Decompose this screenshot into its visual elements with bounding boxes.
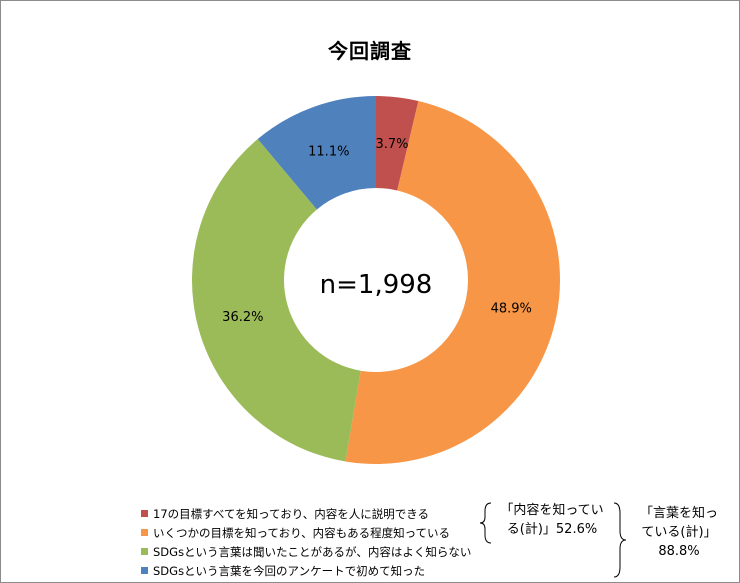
annotation-line: 88.8% — [658, 544, 700, 559]
donut-slice-3 — [257, 96, 376, 210]
data-label-1: 48.9% — [491, 301, 532, 316]
legend-item-some-knowledge: いくつかの目標を知っており、内容もある程度知っている — [141, 523, 471, 542]
annotation-word-known: 「言葉を知っ ている(計)」 88.8% — [627, 504, 731, 561]
legend-swatch — [141, 510, 148, 517]
annotation-line: ている(計)」 — [641, 525, 717, 540]
legend-item-heard-word: SDGsという言葉は聞いたことがあるが、内容はよく知らない — [141, 542, 471, 561]
donut-chart: 3.7% 48.9% 36.2% 11.1% n=1,998 — [191, 96, 560, 464]
legend-swatch — [141, 548, 148, 555]
donut-slice-1 — [345, 100, 560, 464]
data-label-3: 11.1% — [308, 144, 349, 159]
annotation-line: 「内容を知ってい — [500, 503, 604, 518]
donut-slice-0 — [376, 96, 419, 191]
brace-word-known — [613, 502, 627, 578]
legend-label: いくつかの目標を知っており、内容もある程度知っている — [153, 525, 451, 540]
data-label-2: 36.2% — [222, 310, 263, 325]
legend-swatch — [141, 529, 148, 536]
center-label: n=1,998 — [320, 270, 433, 300]
legend: 17の目標すべてを知っており、内容を人に説明できる いくつかの目標を知っており、… — [141, 504, 471, 580]
legend-label: 17の目標すべてを知っており、内容を人に説明できる — [153, 506, 430, 521]
legend-label: SDGsという言葉を今回のアンケートで初めて知った — [153, 563, 426, 578]
chart-title: 今回調査 — [328, 39, 412, 63]
legend-item-first-time: SDGsという言葉を今回のアンケートで初めて知った — [141, 561, 471, 580]
annotation-line: る(計)」52.6% — [506, 522, 598, 537]
legend-item-explain: 17の目標すべてを知っており、内容を人に説明できる — [141, 504, 471, 523]
data-label-0: 3.7% — [376, 137, 409, 152]
brace-content-known — [479, 502, 492, 544]
donut-slice-2 — [191, 139, 361, 462]
legend-label: SDGsという言葉は聞いたことがあるが、内容はよく知らない — [153, 544, 472, 559]
legend-swatch — [141, 567, 148, 574]
annotation-content-known: 「内容を知ってい る(計)」52.6% — [493, 501, 611, 539]
annotation-line: 「言葉を知っ — [639, 506, 718, 521]
